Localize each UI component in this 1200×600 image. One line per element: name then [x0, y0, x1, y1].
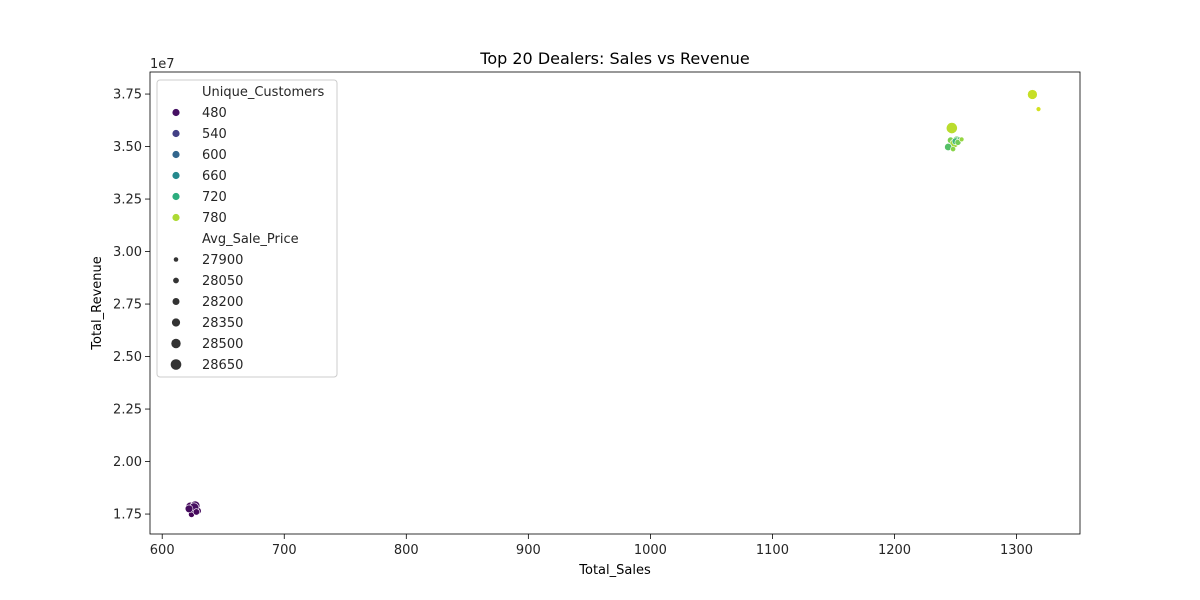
x-axis-label: Total_Sales	[578, 563, 651, 578]
legend-hue-label: 660	[202, 169, 227, 184]
x-tick-label: 600	[150, 543, 175, 558]
data-point	[1027, 89, 1038, 100]
points-layer	[184, 89, 1042, 518]
data-point	[950, 146, 956, 152]
legend-hue-marker	[172, 171, 180, 180]
legend-hue-label: 720	[202, 190, 227, 205]
legend-size-marker	[172, 298, 180, 305]
y-tick-label: 2.50	[113, 350, 142, 365]
x-tick-label: 1100	[756, 543, 789, 558]
y-tick-label: 2.75	[113, 298, 142, 313]
legend-hue-label: 780	[202, 211, 227, 226]
y-tick-label: 3.50	[113, 140, 142, 155]
legend-hue-marker	[172, 150, 180, 159]
x-tick-label: 900	[516, 543, 541, 558]
x-tick-label: 1200	[878, 543, 911, 558]
legend-size-label: 28050	[202, 274, 243, 289]
legend-box	[156, 79, 338, 378]
legend-size-label: 27900	[202, 253, 243, 268]
y-axis-ticks: 1.75 2.00 2.25 2.50 2.75 3.00 3.25 3.50 3.75	[113, 88, 150, 523]
legend-size-label: 28350	[202, 316, 243, 331]
data-point	[1035, 106, 1042, 112]
legend-items: Unique_Customers 480 540 600 660 720 780 Avg_Sa…	[170, 85, 325, 373]
legend-size-marker	[170, 359, 182, 370]
x-tick-label: 700	[272, 543, 297, 558]
legend-size-marker	[171, 338, 181, 349]
legend-size-title: Avg_Sale_Price	[202, 232, 299, 247]
data-point	[192, 508, 200, 516]
legend: Unique_Customers 480 540 600 660 720 780 Avg_Sa…	[156, 79, 338, 378]
chart-title: Top 20 Dealers: Sales vs Revenue	[479, 49, 749, 68]
legend-size-label: 28200	[202, 295, 243, 310]
legend-hue-label: 540	[202, 127, 227, 142]
x-axis-ticks: 600 700 800 900 1000 1100 1200 1300	[150, 534, 1033, 558]
legend-size-label: 28500	[202, 337, 243, 352]
legend-size-marker	[173, 277, 179, 284]
legend-hue-label: 480	[202, 106, 227, 121]
legend-hue-marker	[172, 213, 180, 222]
y-axis-offset-label: 1e7	[150, 57, 175, 72]
y-axis-label: Total_Revenue	[90, 256, 105, 350]
y-tick-label: 2.25	[113, 403, 142, 418]
data-point	[958, 136, 965, 143]
plot-frame	[149, 71, 1081, 535]
legend-hue-marker	[172, 108, 180, 117]
y-tick-label: 3.25	[113, 193, 142, 208]
legend-hue-label: 600	[202, 148, 227, 163]
x-tick-label: 800	[394, 543, 419, 558]
x-tick-label: 1000	[634, 543, 667, 558]
legend-hue-title: Unique_Customers	[202, 85, 325, 100]
legend-hue-marker	[172, 192, 180, 201]
legend-size-marker	[171, 318, 181, 327]
legend-size-label: 28650	[202, 358, 243, 373]
data-point	[945, 122, 958, 134]
x-tick-label: 1300	[1000, 543, 1033, 558]
y-tick-label: 1.75	[113, 508, 142, 523]
y-tick-label: 2.00	[113, 455, 142, 470]
y-tick-label: 3.75	[113, 88, 142, 103]
data-point	[184, 504, 194, 513]
legend-size-marker	[173, 257, 179, 262]
y-tick-label: 3.00	[113, 245, 142, 260]
legend-hue-marker	[172, 129, 180, 138]
